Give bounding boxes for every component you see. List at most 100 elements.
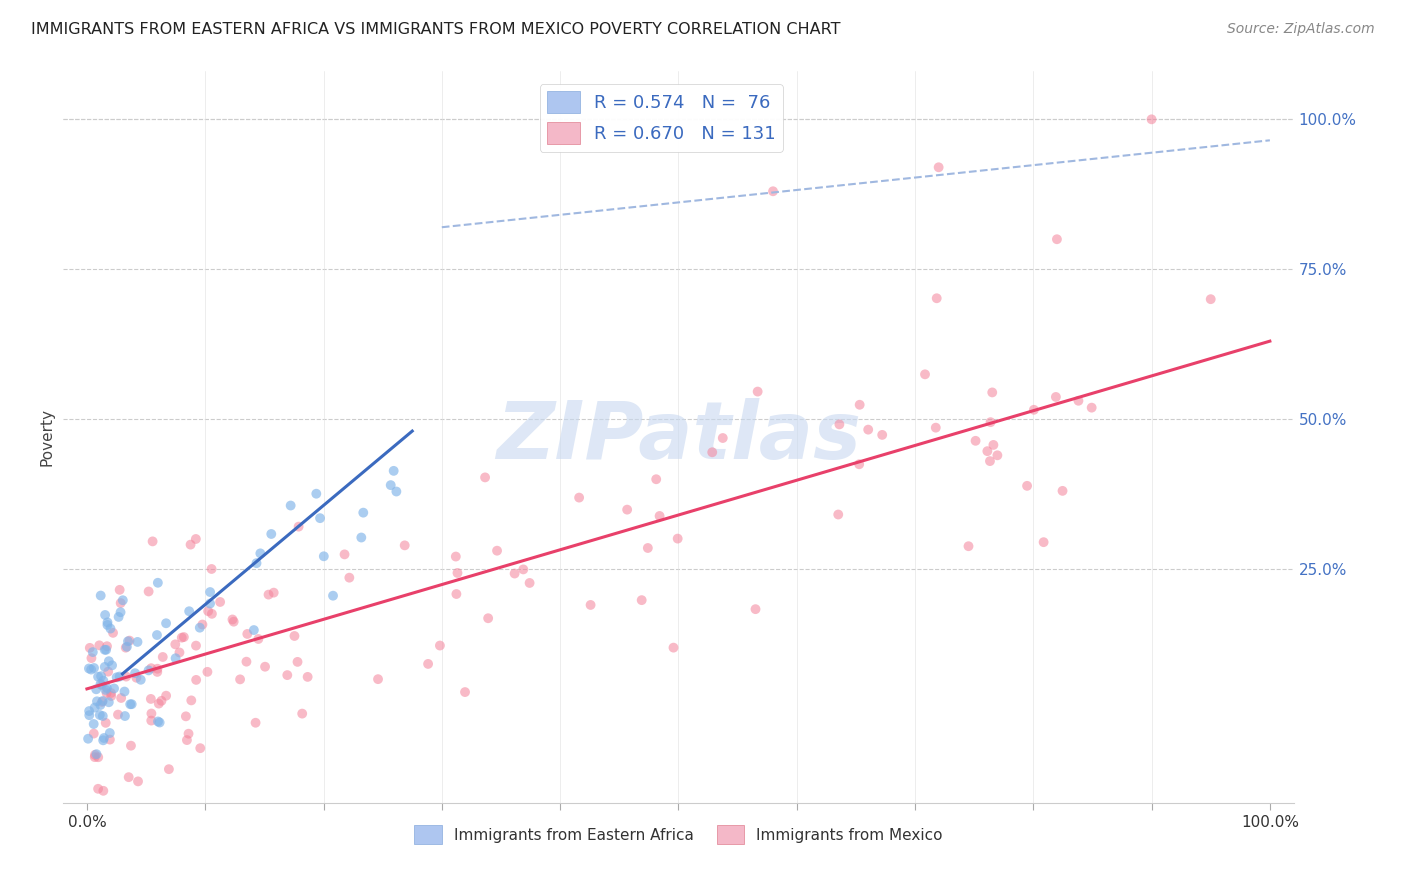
Point <box>87 750 110 764</box>
Point <box>89 698 111 712</box>
Point <box>367 672 389 686</box>
Point <box>110 690 132 705</box>
Point <box>579 598 602 612</box>
Point <box>86 747 108 761</box>
Point <box>287 655 309 669</box>
Point <box>150 694 173 708</box>
Point <box>200 562 222 576</box>
Point <box>711 431 734 445</box>
Point <box>115 670 138 684</box>
Point <box>197 665 219 679</box>
Point <box>152 650 174 665</box>
Text: ZIPatlas: ZIPatlas <box>496 398 860 476</box>
Point <box>446 566 468 580</box>
Point <box>127 774 149 789</box>
Point <box>352 506 374 520</box>
Point <box>141 661 163 675</box>
Point <box>103 681 125 696</box>
Point <box>666 532 689 546</box>
Point <box>188 741 211 756</box>
Point <box>454 685 477 699</box>
Point <box>96 681 118 695</box>
Point <box>146 575 169 590</box>
Point <box>83 750 105 764</box>
Point <box>1032 535 1054 549</box>
Point <box>118 770 141 784</box>
Point <box>983 438 1005 452</box>
Point <box>925 420 948 434</box>
Point <box>322 589 344 603</box>
Point <box>93 642 115 657</box>
Point <box>89 638 111 652</box>
Point <box>101 658 124 673</box>
Point <box>141 714 163 728</box>
Point <box>209 595 232 609</box>
Point <box>1015 479 1038 493</box>
Point <box>429 639 451 653</box>
Point <box>235 655 257 669</box>
Point <box>616 502 638 516</box>
Point <box>94 715 117 730</box>
Point <box>83 726 105 740</box>
Point <box>221 612 243 626</box>
Point <box>118 633 141 648</box>
Point <box>486 543 509 558</box>
Point <box>142 534 165 549</box>
Point <box>90 589 112 603</box>
Point <box>94 682 117 697</box>
Point <box>146 662 169 676</box>
Point <box>914 368 936 382</box>
Point <box>260 527 283 541</box>
Point <box>1052 483 1074 498</box>
Point <box>114 684 136 698</box>
Point <box>385 484 408 499</box>
Point <box>90 677 112 691</box>
Point <box>1080 401 1102 415</box>
Point <box>828 417 851 432</box>
Point <box>121 697 143 711</box>
Point <box>247 632 270 646</box>
Point <box>90 669 112 683</box>
Point <box>177 727 200 741</box>
Point <box>155 689 177 703</box>
Point <box>146 665 169 679</box>
Point <box>77 661 100 675</box>
Point <box>120 739 142 753</box>
Point <box>80 663 103 677</box>
Point <box>173 630 195 644</box>
Point <box>77 708 100 723</box>
Point <box>174 709 197 723</box>
Point <box>416 657 439 671</box>
Point <box>114 640 136 655</box>
Point <box>90 678 112 692</box>
Point <box>1022 402 1045 417</box>
Point <box>83 661 105 675</box>
Point <box>925 291 948 305</box>
Point <box>107 610 129 624</box>
Point <box>297 670 319 684</box>
Text: IMMIGRANTS FROM EASTERN AFRICA VS IMMIGRANTS FROM MEXICO POVERTY CORRELATION CHA: IMMIGRANTS FROM EASTERN AFRICA VS IMMIGR… <box>31 22 841 37</box>
Point <box>120 698 142 712</box>
Y-axis label: Poverty: Poverty <box>39 408 55 467</box>
Point <box>101 625 124 640</box>
Point <box>93 673 115 688</box>
Point <box>129 673 152 687</box>
Point <box>77 704 100 718</box>
Point <box>91 695 114 709</box>
Point <box>503 566 526 581</box>
Point <box>91 784 114 798</box>
Point <box>180 693 202 707</box>
Point <box>744 602 766 616</box>
Point <box>630 593 652 607</box>
Point <box>870 428 893 442</box>
Point <box>91 709 114 723</box>
Point <box>197 604 219 618</box>
Point <box>94 642 117 657</box>
Point <box>83 700 105 714</box>
Point <box>965 434 987 448</box>
Point <box>89 708 111 723</box>
Point <box>243 623 266 637</box>
Point <box>986 448 1008 462</box>
Point <box>94 660 117 674</box>
Point <box>446 587 468 601</box>
